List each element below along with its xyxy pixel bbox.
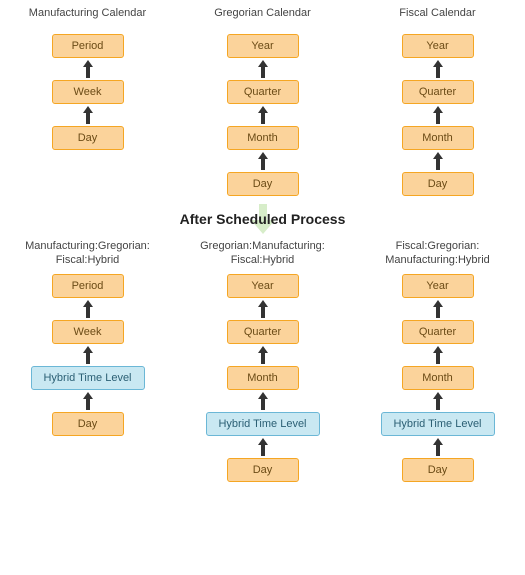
arrow-gap — [257, 298, 269, 320]
hierarchy-node: Month — [227, 366, 299, 390]
arrow-gap — [82, 390, 94, 412]
column-title: Fiscal Calendar — [395, 0, 479, 28]
up-arrow-icon — [82, 346, 94, 364]
hierarchy-node: Year — [227, 34, 299, 58]
top-row: Manufacturing CalendarPeriodWeekDayGrego… — [0, 0, 525, 196]
arrow-gap — [82, 58, 94, 80]
hierarchy-node: Quarter — [402, 80, 474, 104]
hierarchy-column: Manufacturing:Gregorian:Fiscal:Hybrid Per… — [3, 240, 173, 482]
hierarchy-column: Fiscal Calendar Year Quarter Month Day — [353, 0, 523, 196]
hierarchy-node: Day — [227, 172, 299, 196]
column-title: Fiscal:Gregorian:Manufacturing:Hybrid — [381, 240, 494, 268]
up-arrow-icon — [432, 152, 444, 170]
up-arrow-icon — [432, 300, 444, 318]
up-arrow-icon — [257, 60, 269, 78]
hierarchy-node: Hybrid Time Level — [206, 412, 320, 436]
arrow-gap — [257, 150, 269, 172]
hierarchy-node: Year — [402, 34, 474, 58]
hierarchy-node: Hybrid Time Level — [381, 412, 495, 436]
up-arrow-icon — [432, 438, 444, 456]
hierarchy-node: Day — [227, 458, 299, 482]
hierarchy-node: Day — [52, 126, 124, 150]
arrow-gap — [82, 104, 94, 126]
hierarchy-node: Day — [402, 172, 474, 196]
up-arrow-icon — [432, 392, 444, 410]
up-arrow-icon — [82, 300, 94, 318]
arrow-gap — [432, 436, 444, 458]
hierarchy-node: Year — [402, 274, 474, 298]
divider-text: After Scheduled Process — [180, 211, 346, 227]
arrow-gap — [432, 104, 444, 126]
arrow-gap — [432, 298, 444, 320]
column-title: Gregorian Calendar — [210, 0, 315, 28]
up-arrow-icon — [432, 106, 444, 124]
arrow-gap — [82, 344, 94, 366]
arrow-gap — [432, 150, 444, 172]
up-arrow-icon — [257, 300, 269, 318]
up-arrow-icon — [82, 392, 94, 410]
up-arrow-icon — [257, 152, 269, 170]
hierarchy-node: Quarter — [402, 320, 474, 344]
hierarchy-node: Week — [52, 80, 124, 104]
arrow-gap — [257, 104, 269, 126]
hierarchy-node: Month — [227, 126, 299, 150]
hierarchy-node: Day — [52, 412, 124, 436]
up-arrow-icon — [432, 60, 444, 78]
hierarchy-column: Manufacturing Calendar Period Week Day — [3, 0, 173, 196]
arrow-gap — [257, 390, 269, 412]
up-arrow-icon — [432, 346, 444, 364]
arrow-gap — [257, 344, 269, 366]
column-title: Manufacturing Calendar — [25, 0, 150, 28]
arrow-gap — [432, 390, 444, 412]
arrow-gap — [257, 436, 269, 458]
arrow-gap — [432, 58, 444, 80]
hierarchy-column: Gregorian:Manufacturing:Fiscal:Hybrid Yea… — [178, 240, 348, 482]
column-title: Manufacturing:Gregorian:Fiscal:Hybrid — [21, 240, 154, 268]
hierarchy-column: Gregorian Calendar Year Quarter Month Day — [178, 0, 348, 196]
arrow-gap — [257, 58, 269, 80]
hierarchy-node: Period — [52, 34, 124, 58]
hierarchy-node: Quarter — [227, 80, 299, 104]
up-arrow-icon — [82, 106, 94, 124]
arrow-gap — [82, 298, 94, 320]
hierarchy-node: Period — [52, 274, 124, 298]
hierarchy-node: Month — [402, 126, 474, 150]
hierarchy-node: Month — [402, 366, 474, 390]
arrow-gap — [432, 344, 444, 366]
hierarchy-node: Hybrid Time Level — [31, 366, 145, 390]
divider: After Scheduled Process — [0, 204, 525, 234]
up-arrow-icon — [257, 438, 269, 456]
up-arrow-icon — [257, 346, 269, 364]
hierarchy-node: Quarter — [227, 320, 299, 344]
hierarchy-node: Year — [227, 274, 299, 298]
up-arrow-icon — [257, 392, 269, 410]
hierarchy-column: Fiscal:Gregorian:Manufacturing:Hybrid Yea… — [353, 240, 523, 482]
column-title: Gregorian:Manufacturing:Fiscal:Hybrid — [196, 240, 329, 268]
up-arrow-icon — [82, 60, 94, 78]
bottom-row: Manufacturing:Gregorian:Fiscal:Hybrid Per… — [0, 240, 525, 482]
hierarchy-node: Week — [52, 320, 124, 344]
hierarchy-node: Day — [402, 458, 474, 482]
up-arrow-icon — [257, 106, 269, 124]
